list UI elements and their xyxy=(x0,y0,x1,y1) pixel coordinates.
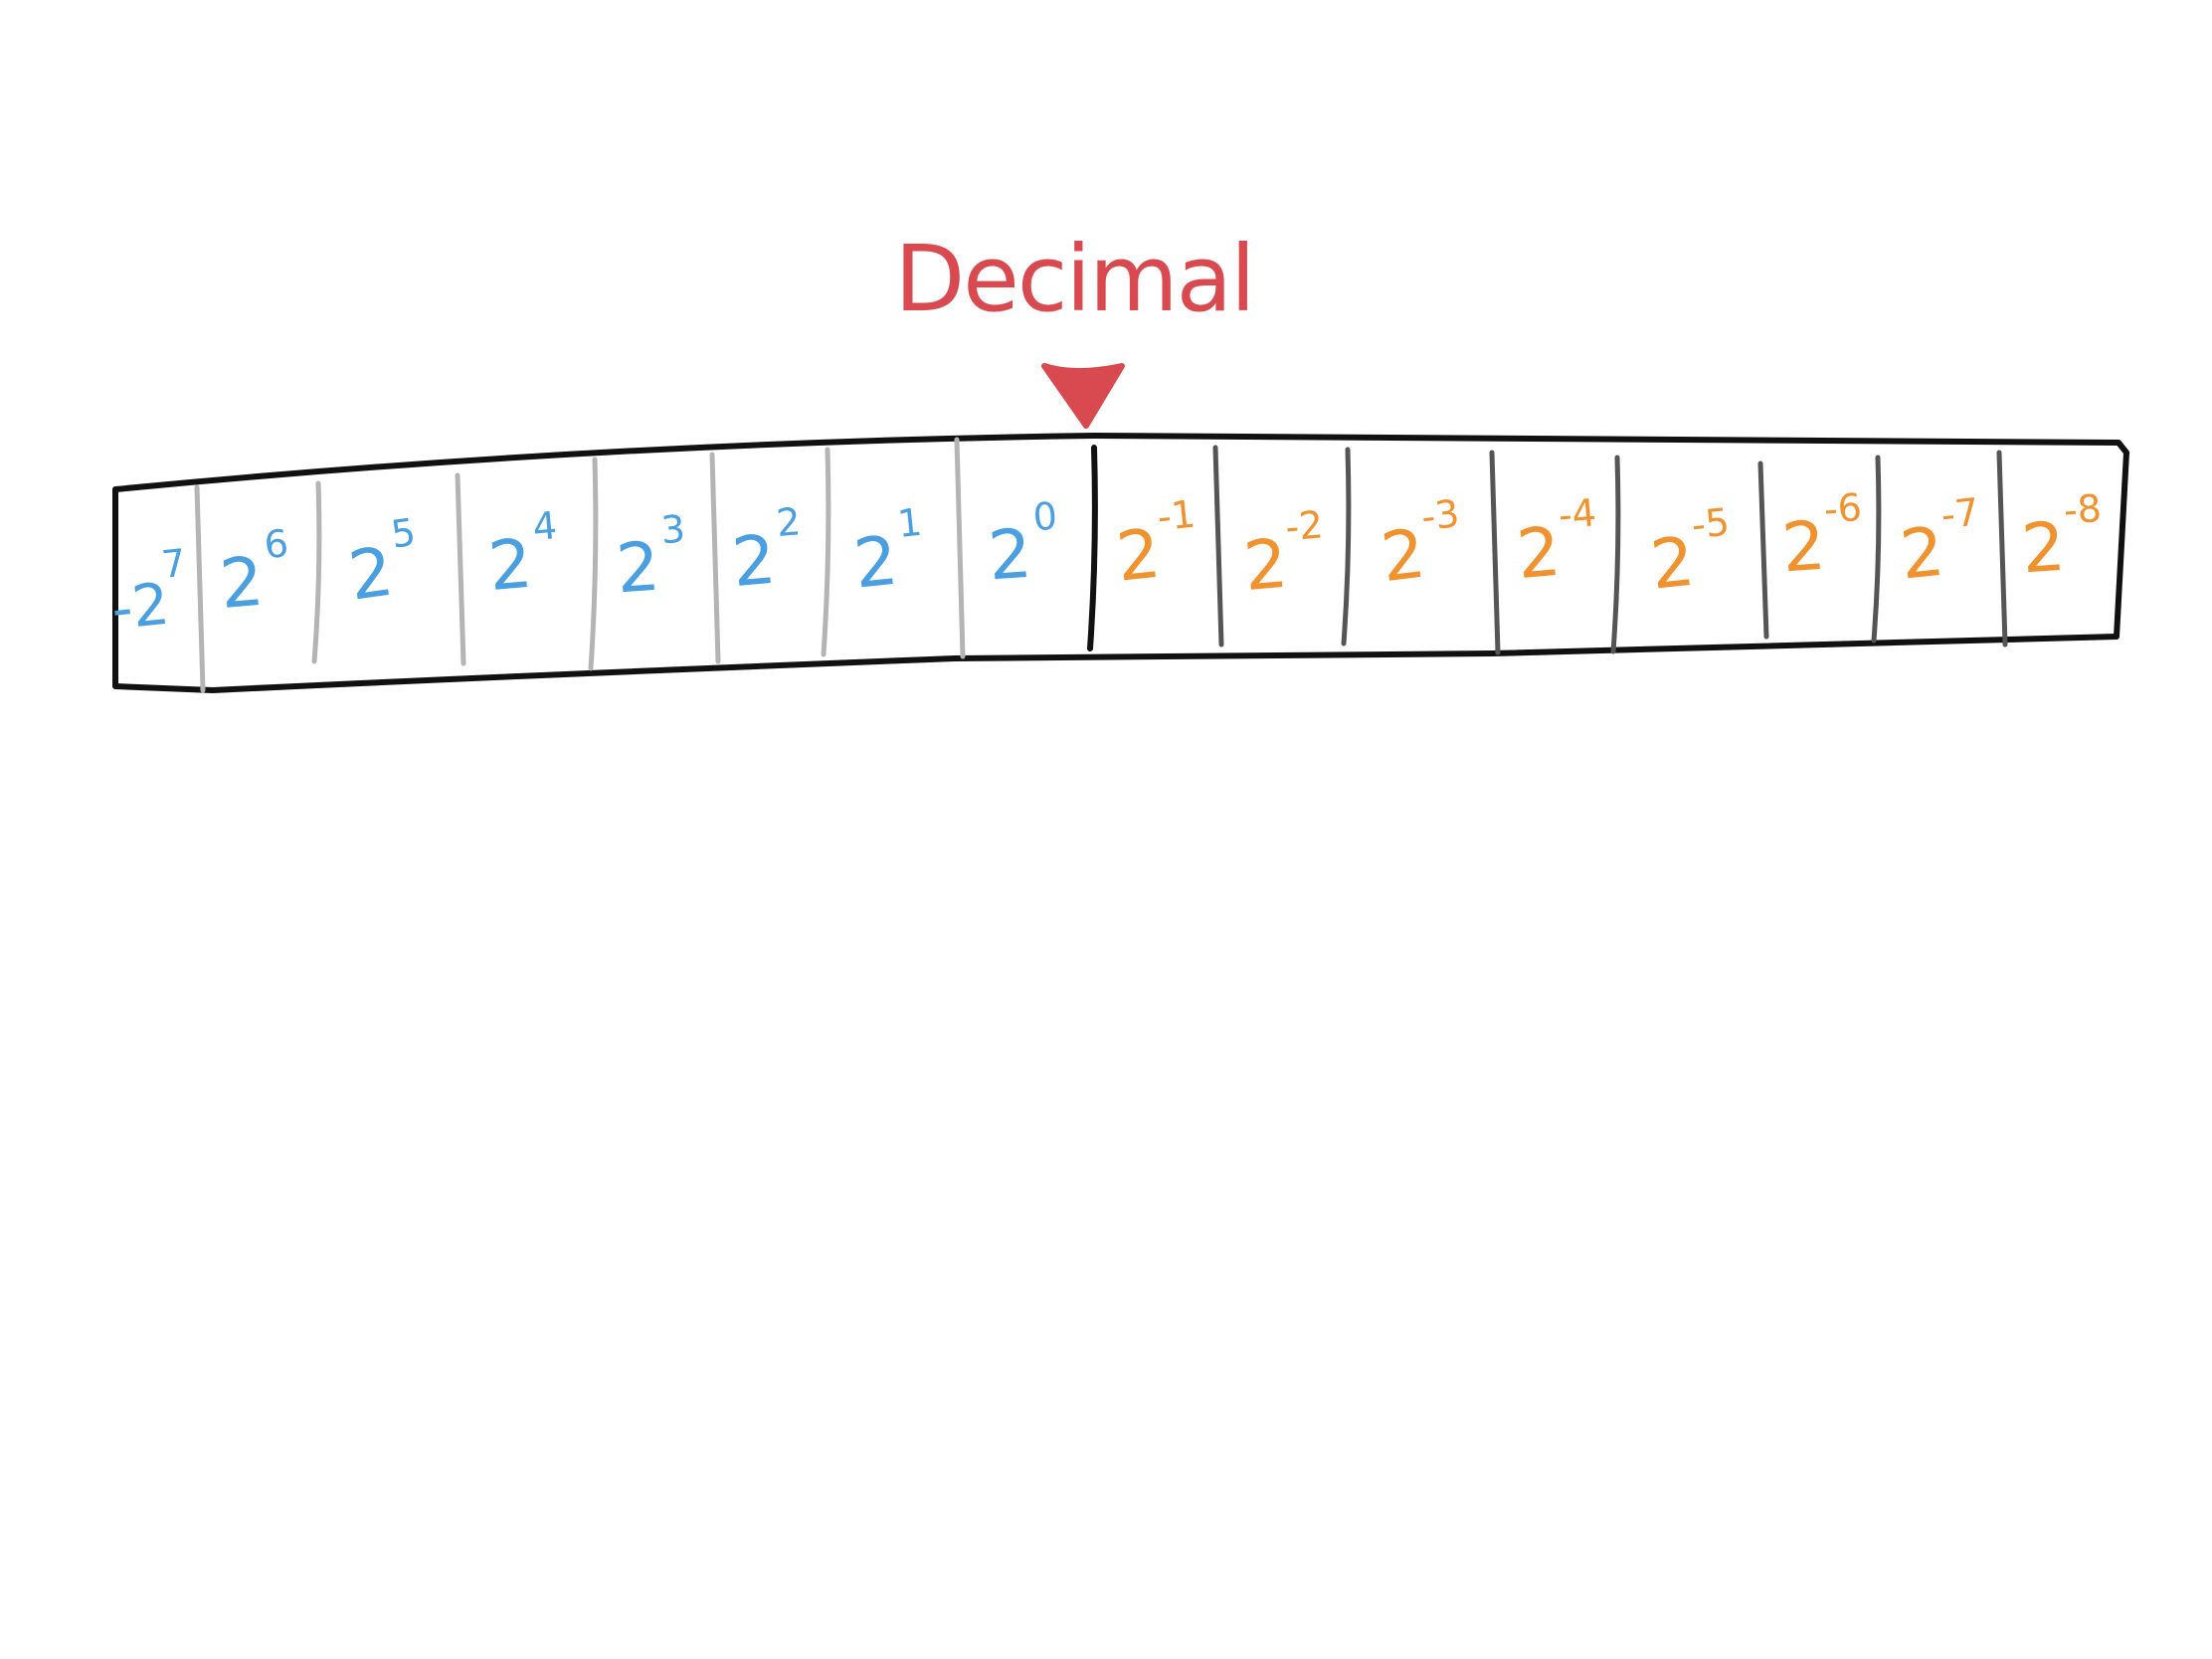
bit-weight-exponent: -2 xyxy=(1283,502,1325,549)
bit-weight-base: 2 xyxy=(2019,508,2068,590)
bit-weight-base: 2 xyxy=(1378,515,1430,599)
bit-cell-fraction: 2-2 xyxy=(1241,502,1325,607)
cell-divider xyxy=(1341,447,1352,646)
cell-divider xyxy=(588,457,599,671)
bit-weight-base: 2 xyxy=(850,522,901,605)
bit-weight-base: 2 xyxy=(1779,507,1828,589)
bit-cell-integer: 21 xyxy=(850,500,924,605)
bit-weight-base: 2 xyxy=(1897,513,1947,596)
cell-divider xyxy=(1610,455,1621,654)
bit-weight-base: 2 xyxy=(1514,513,1564,595)
cell-divider xyxy=(1489,450,1501,655)
bit-weight-base: 2 xyxy=(986,515,1034,597)
bit-weight-base: 2 xyxy=(1113,515,1164,598)
bit-weight-base: 2 xyxy=(729,521,779,603)
bit-weight-exponent: -6 xyxy=(1822,485,1863,532)
cell-divider xyxy=(1757,461,1769,640)
bit-cell-integer: 26 xyxy=(217,521,290,625)
bit-cell-integer: 25 xyxy=(344,510,419,617)
cell-divider xyxy=(455,472,466,666)
bit-weight-base: 2 xyxy=(1241,525,1291,607)
cell-divider xyxy=(821,447,831,657)
bit-weight-exponent: 3 xyxy=(659,507,686,553)
bit-weight-exponent: -4 xyxy=(1557,490,1598,537)
bit-weight-base: 2 xyxy=(485,525,535,607)
bit-weight-exponent: 5 xyxy=(389,510,419,557)
bit-weight-exponent: -3 xyxy=(1419,491,1462,539)
decimal-point-divider xyxy=(1087,445,1098,651)
bit-cell-integer: 20 xyxy=(986,494,1058,597)
cell-divider xyxy=(194,484,206,693)
bit-cell-fraction: 2-8 xyxy=(2019,486,2103,590)
cell-divider xyxy=(954,437,966,659)
bit-cell-integer: -27 xyxy=(108,541,188,644)
decimal-pointer-arrow xyxy=(1041,363,1125,429)
bit-weight-exponent: -7 xyxy=(1939,490,1981,538)
bit-cell-integer: 24 xyxy=(485,503,559,607)
bit-weight-exponent: 2 xyxy=(775,499,803,545)
bit-weight-exponent: -1 xyxy=(1156,492,1198,540)
bit-cell-integer: 22 xyxy=(729,499,803,603)
bit-weight-base: 2 xyxy=(1647,523,1698,606)
bit-weight-base: 2 xyxy=(614,528,662,610)
bit-cell-fraction: 2-1 xyxy=(1113,492,1198,598)
bit-weight-exponent: 4 xyxy=(531,503,559,549)
bit-cell-fraction: 2-5 xyxy=(1647,500,1732,606)
bit-cell-integer: 23 xyxy=(614,507,686,610)
bit-weight-base: 2 xyxy=(217,543,267,625)
bit-weight-base: 2 xyxy=(344,533,398,617)
bit-cell-fraction: 2-3 xyxy=(1378,491,1462,599)
bit-cell-fraction: 2-7 xyxy=(1897,490,1981,596)
bit-weight-exponent: -5 xyxy=(1690,500,1732,548)
register-outline xyxy=(112,433,2129,693)
cell-divider xyxy=(1871,455,1882,644)
cell-divider xyxy=(709,452,721,664)
cell-divider xyxy=(1996,450,2008,647)
bit-cell-fraction: 2-6 xyxy=(1779,485,1863,589)
bit-cell-fraction: 2-4 xyxy=(1514,490,1598,595)
cell-divider xyxy=(1212,445,1224,647)
bit-weight-exponent: 6 xyxy=(263,521,290,567)
decimal-label: Decimal xyxy=(894,226,1253,332)
bit-weight-exponent: 1 xyxy=(895,500,924,546)
cell-dividers xyxy=(194,437,2008,693)
bit-weight-exponent: -8 xyxy=(2062,486,2103,533)
bit-weight-exponent: 7 xyxy=(159,541,188,587)
bit-weight-exponent: 0 xyxy=(1031,494,1058,540)
cell-divider xyxy=(311,480,322,664)
bit-weight-base: -2 xyxy=(108,570,173,644)
